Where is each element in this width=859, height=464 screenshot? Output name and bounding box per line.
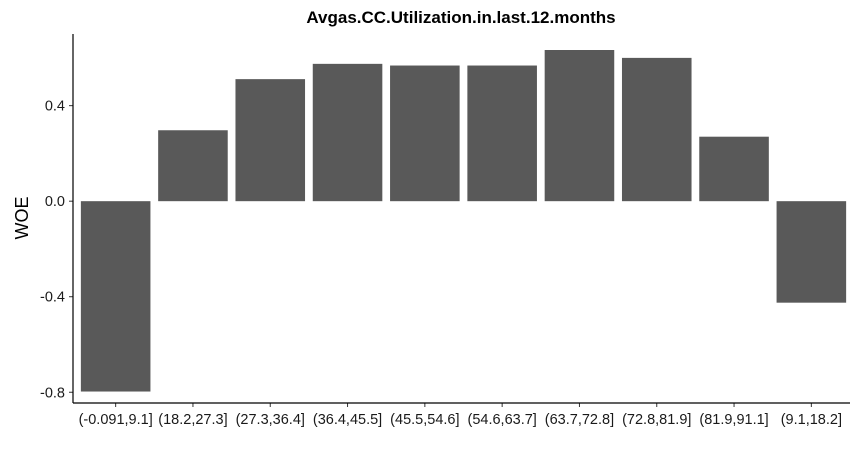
x-tick-label: (9.1,18.2] [781, 412, 842, 428]
bar [80, 201, 151, 392]
x-axis-ticks: (-0.091,9.1] (18.2,27.3] (27.3,36.4] (36.4,… [79, 403, 842, 428]
bar [544, 50, 615, 202]
bar [235, 79, 306, 202]
bar [158, 130, 228, 202]
x-tick-label: (18.2,27.3] [158, 412, 227, 428]
chart-title: Avgas.CC.Utilization.in.last.12.months [306, 8, 615, 27]
x-tick-label: (63.7,72.8] [545, 412, 614, 428]
bar [776, 201, 847, 303]
x-tick-label: (-0.091,9.1] [79, 412, 153, 428]
y-tick-label: 0.0 [45, 194, 65, 210]
bars-group [80, 50, 847, 392]
y-axis-title: WOE [12, 197, 32, 240]
bar [467, 65, 537, 202]
x-tick-label: (81.9,91.1] [699, 412, 768, 428]
x-tick-label: (72.8,81.9] [622, 412, 691, 428]
bar [621, 57, 692, 202]
x-tick-label: (54.6,63.7] [467, 412, 536, 428]
bar [390, 65, 460, 202]
x-tick-label: (45.5,54.6] [390, 412, 459, 428]
y-tick-label: -0.8 [40, 385, 65, 401]
bar [699, 136, 769, 202]
y-tick-label: 0.4 [45, 99, 65, 115]
bar [312, 63, 383, 202]
x-tick-label: (36.4,45.5] [313, 412, 382, 428]
y-axis-ticks: -0.8 -0.4 0.0 0.4 [40, 99, 73, 401]
x-tick-label: (27.3,36.4] [236, 412, 305, 428]
y-tick-label: -0.4 [40, 290, 65, 306]
